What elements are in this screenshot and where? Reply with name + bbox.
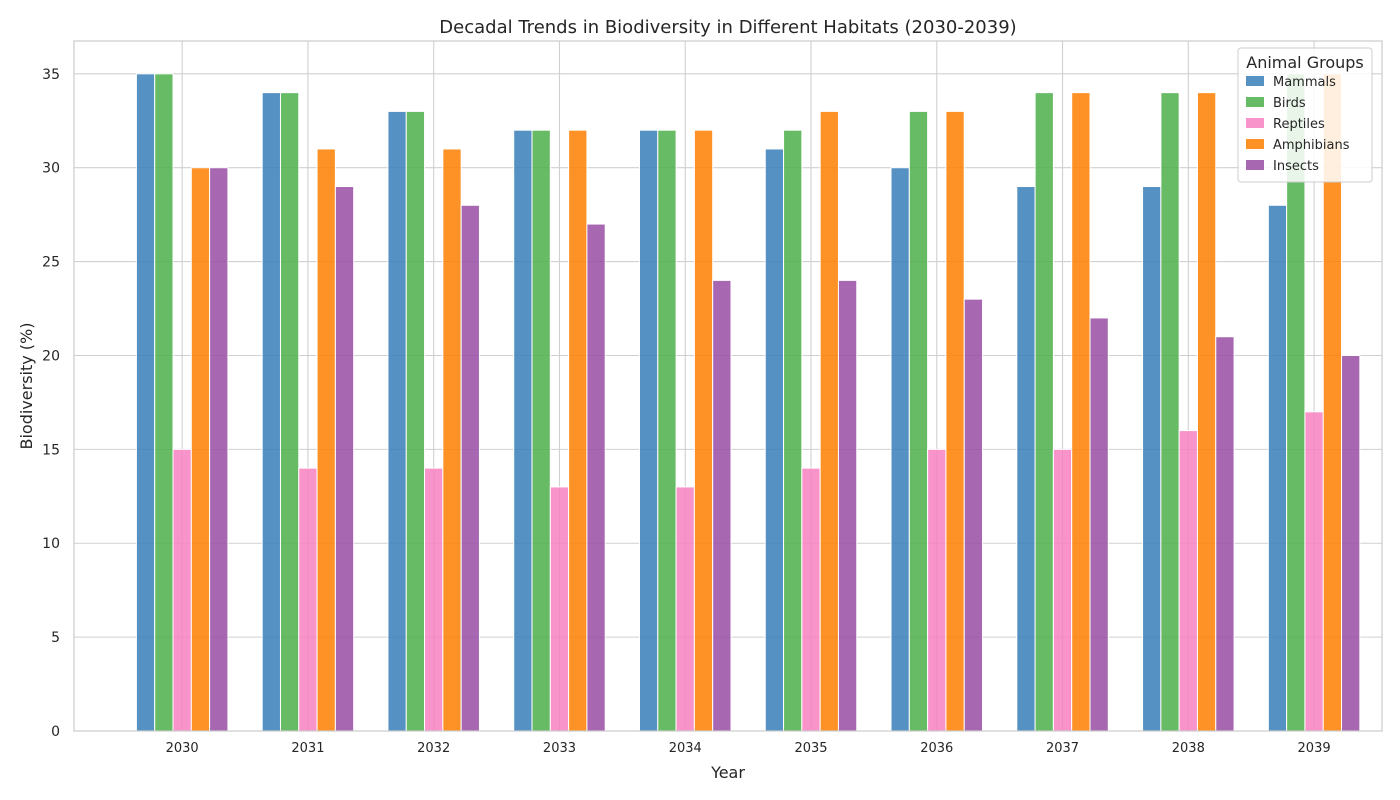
bar-amphibians-2036 (945, 110, 965, 732)
bar-insects-2033 (586, 223, 606, 732)
x-tick-label: 2039 (1298, 741, 1331, 756)
legend-swatch-amphibians (1246, 139, 1264, 149)
bar-mammals-2034 (638, 129, 659, 732)
x-tick-label: 2031 (291, 741, 324, 756)
legend: Animal Groups Mammals Birds Reptiles Amphib… (1237, 47, 1373, 183)
bar-reptiles-2034 (675, 486, 695, 732)
y-tick-label: 15 (42, 442, 60, 458)
bar-mammals-2032 (387, 110, 407, 732)
legend-label-reptiles: Reptiles (1273, 117, 1325, 132)
chart-title: Decadal Trends in Biodiversity in Differ… (439, 17, 1016, 38)
bar-amphibians-2038 (1196, 92, 1217, 732)
legend-label-insects: Insects (1273, 159, 1319, 174)
x-tick-label: 2037 (1046, 741, 1079, 756)
y-tick-label: 10 (42, 536, 60, 552)
bar-mammals-2030 (135, 73, 156, 732)
bar-insects-2038 (1215, 336, 1235, 732)
y-tick-label: 0 (51, 724, 60, 740)
bar-insects-2032 (460, 204, 480, 732)
legend-swatch-insects (1246, 160, 1264, 170)
bar-mammals-2039 (1267, 204, 1288, 732)
bar-reptiles-2037 (1052, 448, 1073, 732)
x-tick-label: 2032 (417, 741, 450, 756)
bar-mammals-2031 (261, 92, 281, 732)
bar-reptiles-2039 (1304, 411, 1324, 732)
bar-mammals-2033 (513, 129, 533, 732)
y-tick-label: 5 (51, 630, 60, 646)
bar-birds-2038 (1160, 92, 1180, 732)
bar-birds-2035 (783, 129, 803, 732)
legend-label-birds: Birds (1273, 96, 1306, 111)
bar-amphibians-2035 (819, 110, 839, 732)
y-tick-label: 25 (42, 255, 60, 271)
x-tick-label: 2030 (166, 741, 199, 756)
bar-amphibians-2034 (693, 129, 714, 732)
bar-reptiles-2038 (1178, 430, 1198, 732)
bar-mammals-2037 (1016, 186, 1036, 732)
legend-box (1237, 47, 1373, 183)
bar-reptiles-2033 (549, 486, 570, 732)
bar-birds-2030 (154, 73, 174, 732)
x-tick-label: 2036 (920, 741, 953, 756)
bar-birds-2034 (657, 129, 677, 732)
y-tick-label: 30 (42, 161, 60, 177)
x-tick-label: 2035 (794, 741, 827, 756)
bar-birds-2031 (279, 92, 300, 732)
bar-insects-2037 (1089, 317, 1109, 732)
bar-insects-2034 (712, 279, 732, 732)
bar-mammals-2038 (1142, 186, 1162, 732)
bar-reptiles-2031 (298, 467, 318, 732)
legend-label-mammals: Mammals (1273, 75, 1336, 90)
bar-insects-2036 (963, 298, 984, 732)
bar-reptiles-2032 (424, 467, 444, 732)
bar-insects-2039 (1341, 354, 1361, 732)
plot-frame (73, 40, 1383, 732)
bar-insects-2030 (209, 167, 229, 732)
bar-birds-2032 (405, 110, 426, 732)
bar-mammals-2035 (764, 148, 785, 732)
x-axis-label: Year (710, 763, 745, 782)
y-tick-label: 20 (42, 348, 60, 364)
bar-reptiles-2030 (172, 448, 192, 732)
legend-title: Animal Groups (1246, 53, 1364, 72)
legend-swatch-mammals (1246, 76, 1264, 86)
bar-amphibians-2030 (190, 167, 211, 732)
bar-insects-2031 (334, 186, 355, 732)
x-tick-label: 2038 (1172, 741, 1205, 756)
x-tick-label: 2034 (669, 741, 702, 756)
legend-swatch-birds (1246, 97, 1264, 107)
y-tick-labels: 0 5 10 15 20 25 30 35 (42, 67, 60, 740)
bar-birds-2033 (531, 129, 551, 732)
y-axis-label: Biodiversity (%) (17, 323, 36, 450)
bar-reptiles-2035 (801, 467, 821, 732)
legend-swatch-reptiles (1246, 118, 1264, 128)
bar-amphibians-2032 (442, 148, 462, 732)
bar-birds-2037 (1034, 92, 1054, 732)
x-tick-labels: 2030 2031 2032 2033 2034 2035 2036 2037 2038 2039 (166, 741, 1331, 756)
bar-birds-2036 (908, 110, 929, 732)
bar-reptiles-2036 (927, 448, 947, 732)
bar-mammals-2036 (890, 167, 910, 732)
bar-amphibians-2037 (1071, 92, 1091, 732)
bars (135, 73, 1361, 732)
y-tick-label: 35 (42, 67, 60, 83)
bar-amphibians-2033 (568, 129, 588, 732)
legend-label-amphibians: Amphibians (1273, 138, 1350, 153)
bar-insects-2035 (837, 279, 858, 732)
bar-amphibians-2031 (316, 148, 336, 732)
x-tick-label: 2033 (543, 741, 576, 756)
